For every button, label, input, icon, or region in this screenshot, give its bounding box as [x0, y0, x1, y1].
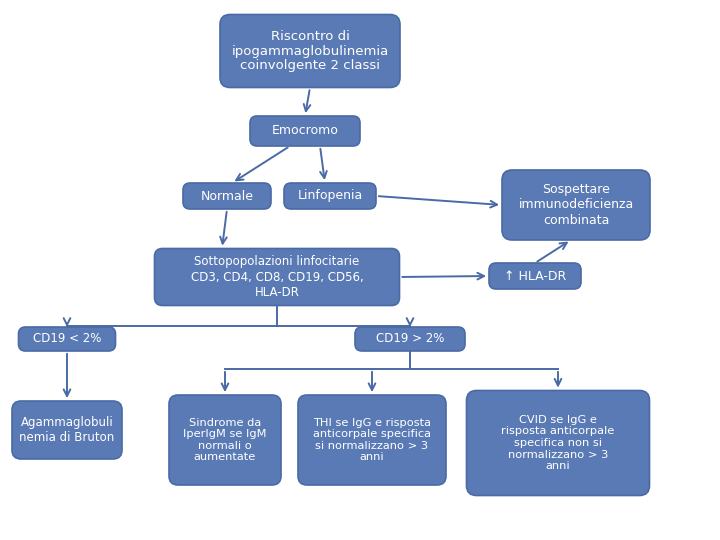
Text: ↑ HLA-DR: ↑ HLA-DR: [504, 269, 566, 282]
FancyBboxPatch shape: [489, 263, 581, 289]
FancyBboxPatch shape: [467, 390, 649, 496]
Text: CD19 < 2%: CD19 < 2%: [33, 333, 102, 346]
FancyBboxPatch shape: [250, 116, 360, 146]
FancyBboxPatch shape: [502, 170, 650, 240]
Text: Normale: Normale: [200, 190, 253, 202]
Text: Sospettare
immunodeficienza
combinata: Sospettare immunodeficienza combinata: [518, 184, 634, 226]
FancyBboxPatch shape: [12, 401, 122, 459]
FancyBboxPatch shape: [169, 395, 281, 485]
FancyBboxPatch shape: [355, 327, 465, 351]
Text: Sottopopolazioni linfocitarie
CD3, CD4, CD8, CD19, CD56,
HLA-DR: Sottopopolazioni linfocitarie CD3, CD4, …: [191, 255, 364, 299]
Text: THI se IgG e risposta
anticorpale specifica
si normalizzano > 3
anni: THI se IgG e risposta anticorpale specif…: [313, 417, 431, 462]
Text: Riscontro di
ipogammaglobulinemia
coinvolgente 2 classi: Riscontro di ipogammaglobulinemia coinvo…: [231, 30, 389, 72]
Text: Agammaglobuli
nemia di Bruton: Agammaglobuli nemia di Bruton: [19, 416, 114, 444]
FancyBboxPatch shape: [284, 183, 376, 209]
FancyBboxPatch shape: [19, 327, 115, 351]
Text: CD19 > 2%: CD19 > 2%: [376, 333, 444, 346]
Text: Emocromo: Emocromo: [271, 125, 338, 138]
FancyBboxPatch shape: [220, 15, 400, 87]
Text: Linfopenia: Linfopenia: [297, 190, 363, 202]
FancyBboxPatch shape: [298, 395, 446, 485]
Text: CVID se IgG e
risposta anticorpale
specifica non si
normalizzano > 3
anni: CVID se IgG e risposta anticorpale speci…: [501, 415, 615, 471]
FancyBboxPatch shape: [155, 248, 400, 306]
FancyBboxPatch shape: [183, 183, 271, 209]
Text: Sindrome da
IperIgM se IgM
normali o
aumentate: Sindrome da IperIgM se IgM normali o aum…: [184, 417, 266, 462]
